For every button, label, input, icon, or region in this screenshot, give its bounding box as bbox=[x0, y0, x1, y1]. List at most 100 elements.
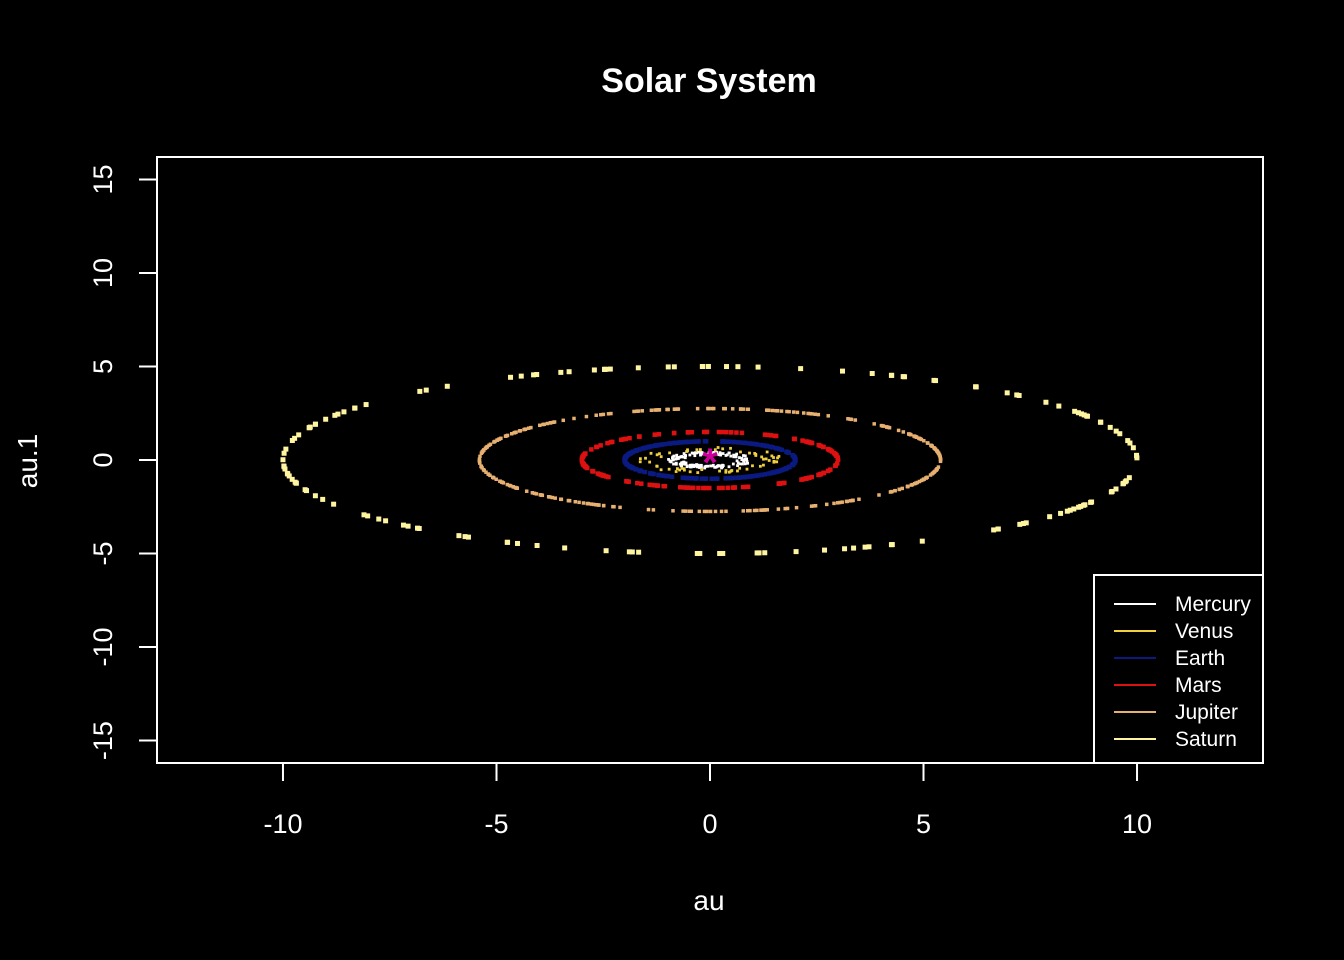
point-jupiter bbox=[561, 418, 566, 423]
point-saturn bbox=[320, 496, 326, 502]
point-jupiter bbox=[538, 493, 543, 497]
point-mercury bbox=[683, 456, 687, 460]
point-earth bbox=[789, 462, 795, 468]
point-venus bbox=[727, 470, 731, 474]
point-jupiter bbox=[877, 493, 881, 497]
point-jupiter bbox=[787, 409, 791, 414]
point-earth bbox=[761, 443, 766, 448]
x-tick-label: -5 bbox=[484, 809, 508, 839]
point-earth bbox=[699, 476, 705, 481]
point-jupiter bbox=[687, 509, 692, 513]
point-venus bbox=[772, 456, 775, 459]
point-saturn bbox=[331, 501, 337, 507]
point-saturn bbox=[365, 513, 371, 519]
point-mars bbox=[745, 484, 751, 490]
point-saturn bbox=[1125, 438, 1131, 444]
point-earth bbox=[720, 439, 725, 444]
point-mercury bbox=[738, 462, 742, 466]
point-mercury bbox=[683, 462, 687, 466]
point-earth bbox=[784, 449, 789, 454]
point-earth bbox=[742, 474, 748, 480]
point-earth bbox=[709, 476, 714, 481]
point-jupiter bbox=[606, 412, 611, 416]
point-saturn bbox=[1108, 489, 1114, 495]
point-earth bbox=[655, 442, 660, 448]
point-saturn bbox=[1020, 521, 1026, 527]
point-earth bbox=[696, 439, 701, 444]
point-venus bbox=[638, 457, 642, 461]
point-mercury bbox=[719, 452, 722, 455]
point-mars bbox=[582, 452, 587, 457]
point-saturn bbox=[889, 372, 895, 378]
point-earth bbox=[647, 471, 653, 476]
point-jupiter bbox=[813, 503, 818, 508]
point-mars bbox=[580, 455, 585, 460]
point-venus bbox=[772, 459, 776, 463]
point-venus bbox=[758, 464, 762, 468]
point-mars bbox=[655, 483, 660, 488]
point-saturn bbox=[293, 480, 299, 486]
point-mars bbox=[681, 485, 687, 490]
point-saturn bbox=[423, 387, 429, 393]
point-jupiter bbox=[853, 418, 858, 422]
point-jupiter bbox=[671, 509, 675, 513]
point-saturn bbox=[323, 416, 329, 422]
point-mercury bbox=[746, 461, 750, 465]
point-jupiter bbox=[848, 499, 853, 503]
point-earth bbox=[740, 475, 745, 480]
point-saturn bbox=[462, 534, 468, 540]
point-venus bbox=[736, 469, 739, 473]
point-jupiter bbox=[909, 483, 914, 487]
point-earth bbox=[688, 475, 694, 481]
point-jupiter bbox=[924, 476, 928, 480]
point-saturn bbox=[840, 368, 846, 374]
point-jupiter bbox=[932, 470, 936, 474]
point-saturn bbox=[919, 538, 925, 544]
point-mars bbox=[696, 485, 701, 491]
point-jupiter bbox=[914, 435, 918, 439]
point-jupiter bbox=[706, 406, 711, 411]
point-saturn bbox=[697, 550, 703, 556]
point-venus bbox=[680, 466, 684, 470]
point-mars bbox=[656, 432, 662, 437]
point-mercury bbox=[690, 451, 694, 455]
point-mars bbox=[619, 437, 624, 443]
point-jupiter bbox=[791, 410, 796, 414]
point-mercury bbox=[729, 454, 733, 458]
point-venus bbox=[765, 450, 769, 454]
point-mercury bbox=[692, 452, 696, 455]
point-earth bbox=[665, 474, 671, 479]
point-saturn bbox=[281, 450, 287, 456]
point-saturn bbox=[735, 364, 741, 370]
point-earth bbox=[659, 473, 665, 478]
point-jupiter bbox=[901, 430, 906, 434]
point-mars bbox=[829, 449, 835, 454]
point-saturn bbox=[724, 364, 730, 370]
point-saturn bbox=[558, 369, 564, 375]
point-jupiter bbox=[542, 422, 546, 426]
point-mercury bbox=[745, 459, 749, 463]
point-venus bbox=[753, 452, 757, 455]
point-jupiter bbox=[601, 503, 606, 508]
point-saturn bbox=[607, 366, 613, 372]
point-mercury bbox=[708, 451, 711, 454]
point-jupiter bbox=[498, 479, 502, 484]
y-tick-label: 15 bbox=[88, 164, 118, 194]
point-saturn bbox=[1075, 410, 1081, 416]
point-saturn bbox=[755, 364, 761, 370]
point-earth bbox=[694, 476, 699, 481]
point-venus bbox=[739, 450, 742, 454]
point-earth bbox=[715, 476, 720, 481]
point-mars bbox=[701, 485, 706, 491]
chart-title: Solar System bbox=[601, 62, 816, 100]
point-mercury bbox=[743, 462, 747, 466]
point-jupiter bbox=[523, 427, 528, 431]
point-earth bbox=[643, 445, 649, 450]
point-mercury bbox=[700, 466, 703, 470]
point-jupiter bbox=[795, 410, 800, 415]
point-mars bbox=[720, 485, 725, 491]
point-earth bbox=[779, 447, 784, 453]
point-mercury bbox=[741, 462, 744, 466]
point-earth bbox=[768, 470, 774, 476]
point-jupiter bbox=[779, 409, 784, 413]
